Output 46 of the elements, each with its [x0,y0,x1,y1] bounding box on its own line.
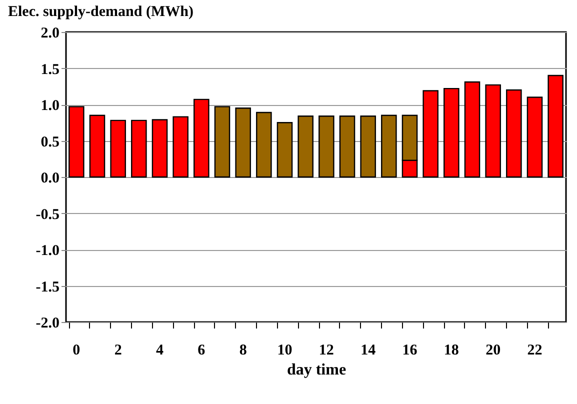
x-tick-label: 2 [114,342,122,358]
x-tick-label: 16 [402,342,418,358]
y-tick-label: -1.5 [36,279,60,296]
bar [68,106,84,178]
y-tick-label: 2.0 [40,26,60,42]
bar [526,96,543,178]
bar [131,120,147,178]
bar [506,89,522,178]
y-tick-label: -2.0 [36,316,60,332]
bar [318,116,334,178]
bar [485,84,501,178]
bar [152,119,168,178]
bar [298,116,314,178]
x-tick-label: 0 [72,342,80,358]
chart-title: Elec. supply-demand (MWh) [8,4,194,20]
bar [276,122,293,178]
y-tick-label: 0.0 [40,170,60,186]
bar [464,81,480,178]
x-tick-label: 14 [360,342,376,358]
y-tick-label: 0.5 [40,134,60,150]
bar [548,74,564,178]
x-tick-label: 18 [444,342,459,358]
x-tick-label: 10 [277,342,292,358]
bar [339,116,356,178]
bar [172,116,188,178]
y-tick-label: -0.5 [36,206,60,223]
y-tick-label: 1.0 [40,98,60,114]
bar [194,98,210,178]
bar [381,114,397,178]
x-tick-label: 20 [486,342,501,358]
x-tick-label: 8 [239,342,247,358]
x-tick-label: 4 [156,342,164,358]
bar [110,120,126,178]
bar [235,108,251,178]
bar [256,112,272,178]
x-tick-label: 12 [318,342,334,358]
bar [214,106,230,178]
x-tick-label: 6 [198,342,206,358]
y-tick-label: -1.0 [36,243,60,259]
bar [89,114,106,178]
bar [444,88,460,178]
bar [360,116,376,178]
bar [422,90,438,178]
y-tick-label: 1.5 [40,62,60,78]
x-axis-title: day time [286,362,346,378]
x-tick-label: 22 [527,342,542,358]
